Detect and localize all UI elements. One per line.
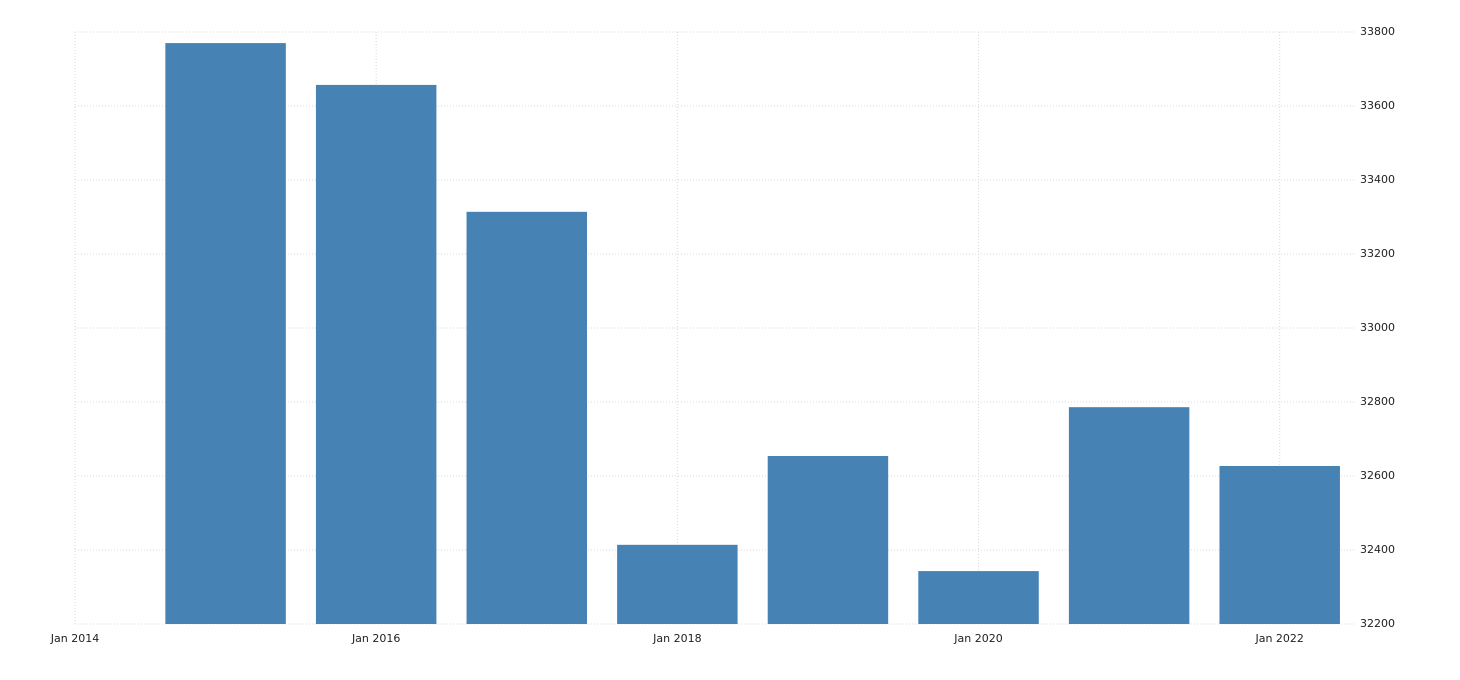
y-tick-label: 33600 bbox=[1360, 99, 1395, 112]
bar bbox=[315, 84, 437, 624]
y-tick-label: 32400 bbox=[1360, 543, 1395, 556]
bar bbox=[1068, 407, 1190, 624]
x-tick-label: Jan 2016 bbox=[351, 632, 400, 645]
y-tick-label: 33800 bbox=[1360, 25, 1395, 38]
y-tick-label: 33400 bbox=[1360, 173, 1395, 186]
y-tick-label: 33000 bbox=[1360, 321, 1395, 334]
y-tick-label: 32600 bbox=[1360, 469, 1395, 482]
y-tick-label: 32800 bbox=[1360, 395, 1395, 408]
x-tick-label: Jan 2022 bbox=[1254, 632, 1303, 645]
bar bbox=[165, 43, 286, 625]
x-tick-label: Jan 2020 bbox=[953, 632, 1002, 645]
bar bbox=[767, 456, 889, 624]
bar bbox=[918, 571, 1039, 624]
x-tick-label: Jan 2014 bbox=[50, 632, 99, 645]
bar bbox=[466, 211, 587, 624]
bar bbox=[1219, 466, 1340, 624]
bar bbox=[617, 544, 738, 624]
y-tick-label: 33200 bbox=[1360, 247, 1395, 260]
x-tick-label: Jan 2018 bbox=[652, 632, 701, 645]
y-tick-label: 32200 bbox=[1360, 617, 1395, 630]
